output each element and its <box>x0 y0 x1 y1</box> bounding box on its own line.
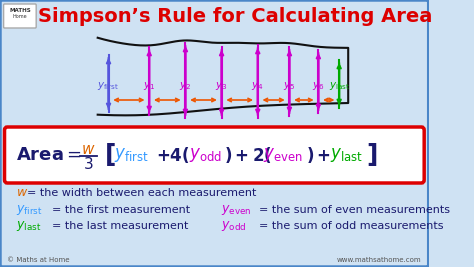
Text: $y_\mathrm{first}$: $y_\mathrm{first}$ <box>16 203 43 217</box>
Text: $3$: $3$ <box>83 156 94 172</box>
Text: $y_\mathrm{first}$: $y_\mathrm{first}$ <box>97 80 120 92</box>
Text: $\mathbf{) +}$: $\mathbf{) +}$ <box>306 145 331 165</box>
Text: $\mathbf{]}$: $\mathbf{]}$ <box>366 142 378 168</box>
Text: $y_1$: $y_1$ <box>143 80 155 92</box>
Text: $y_5$: $y_5$ <box>283 80 296 92</box>
Text: $\mathbf{+ 4(}$: $\mathbf{+ 4(}$ <box>156 145 190 165</box>
Text: = the last measurement: = the last measurement <box>53 221 189 231</box>
Text: $y_\mathrm{even}$: $y_\mathrm{even}$ <box>221 203 251 217</box>
Text: Home: Home <box>13 14 27 19</box>
Text: $y_\mathrm{last}$: $y_\mathrm{last}$ <box>16 219 42 233</box>
FancyBboxPatch shape <box>4 4 36 28</box>
Text: $y_\mathrm{odd}$: $y_\mathrm{odd}$ <box>221 219 246 233</box>
Text: $y_6$: $y_6$ <box>312 80 325 92</box>
Text: = the width between each measurement: = the width between each measurement <box>27 188 256 198</box>
Text: MATHS: MATHS <box>9 9 31 14</box>
Text: © Maths at Home: © Maths at Home <box>7 257 70 263</box>
Polygon shape <box>98 38 348 115</box>
Text: $\mathbf{Area} =$: $\mathbf{Area} =$ <box>16 146 82 164</box>
Text: $y_2$: $y_2$ <box>179 80 191 92</box>
FancyBboxPatch shape <box>5 127 424 183</box>
Text: $\mathbf{[}$: $\mathbf{[}$ <box>104 142 116 168</box>
Text: = the sum of even measurements: = the sum of even measurements <box>259 205 450 215</box>
Text: $y_3$: $y_3$ <box>215 80 228 92</box>
Text: = the sum of odd measurements: = the sum of odd measurements <box>259 221 443 231</box>
Text: $y_\mathrm{first}$: $y_\mathrm{first}$ <box>114 146 149 164</box>
Text: $\mathbf{)+2(}$: $\mathbf{)+2(}$ <box>224 145 272 165</box>
Text: $y_\mathrm{odd}$: $y_\mathrm{odd}$ <box>189 146 222 164</box>
Text: Simpson’s Rule for Calculating Area: Simpson’s Rule for Calculating Area <box>38 7 432 26</box>
Text: $w$: $w$ <box>82 142 96 156</box>
Text: www.mathsathome.com: www.mathsathome.com <box>337 257 421 263</box>
Text: $y_4$: $y_4$ <box>252 80 264 92</box>
Text: = the first measurement: = the first measurement <box>53 205 191 215</box>
FancyBboxPatch shape <box>0 0 428 267</box>
Text: $y_\mathrm{even}$: $y_\mathrm{even}$ <box>263 146 303 164</box>
Text: $y_\mathrm{last}$: $y_\mathrm{last}$ <box>330 146 363 164</box>
Text: $w$: $w$ <box>16 187 28 199</box>
Text: $y_\mathrm{last}$: $y_\mathrm{last}$ <box>328 80 350 92</box>
